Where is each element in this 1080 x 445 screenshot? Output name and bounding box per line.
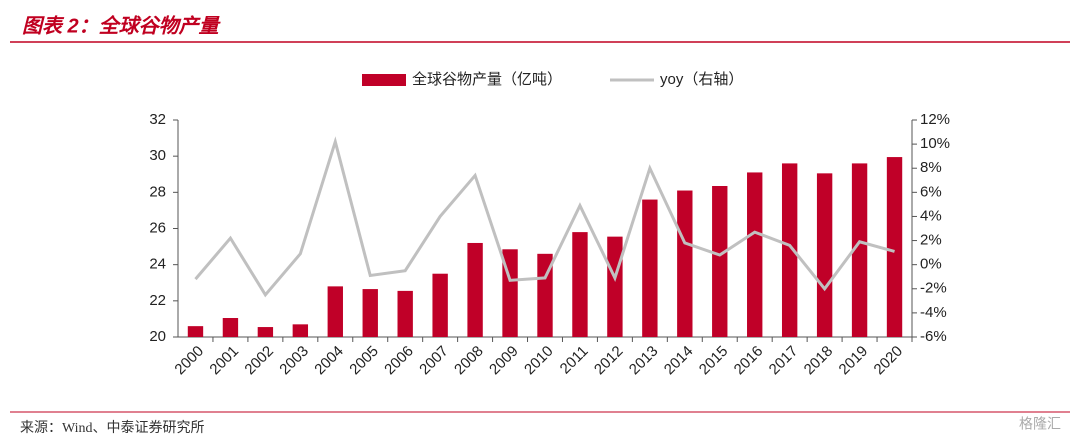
y2-tick-label: -2% bbox=[920, 280, 947, 297]
bar bbox=[222, 318, 239, 337]
y2-tick-label: 4% bbox=[920, 207, 942, 224]
y2-tick-label: 10% bbox=[920, 135, 950, 152]
x-tick-label: 2012 bbox=[591, 343, 627, 379]
bar bbox=[397, 290, 413, 337]
x-tick-label: 2018 bbox=[801, 343, 837, 379]
bar bbox=[362, 289, 378, 337]
x-tick-label: 2004 bbox=[311, 343, 347, 379]
y-tick-label: 24 bbox=[149, 256, 166, 273]
x-tick-label: 2005 bbox=[346, 343, 382, 379]
bar bbox=[781, 163, 798, 337]
x-tick-label: 2013 bbox=[626, 343, 662, 379]
y-tick-label: 30 bbox=[149, 147, 166, 164]
x-tick-label: 2019 bbox=[836, 343, 872, 379]
bar bbox=[467, 242, 483, 337]
x-tick-label: 2006 bbox=[381, 343, 417, 379]
x-tick-label: 2016 bbox=[731, 343, 767, 379]
y-tick-label: 22 bbox=[149, 292, 166, 309]
bar bbox=[327, 286, 343, 337]
y2-tick-label: 6% bbox=[920, 183, 942, 200]
y-tick-label: 20 bbox=[149, 328, 166, 345]
y2-tick-label: 0% bbox=[920, 256, 942, 273]
bar bbox=[572, 232, 588, 337]
y2-tick-label: -4% bbox=[920, 304, 947, 321]
x-tick-label: 2001 bbox=[206, 343, 242, 379]
y-tick-label: 28 bbox=[149, 183, 166, 200]
legend-swatch bbox=[362, 74, 406, 86]
bar bbox=[712, 186, 728, 337]
bar bbox=[432, 273, 448, 337]
line bbox=[194, 136, 895, 298]
y-tick-label: 32 bbox=[149, 111, 166, 128]
bar bbox=[292, 324, 309, 337]
bar bbox=[642, 199, 658, 337]
y2-tick-label: 12% bbox=[920, 111, 950, 128]
bar bbox=[816, 173, 833, 337]
bar bbox=[537, 253, 553, 337]
x-tick-label: 2008 bbox=[451, 343, 487, 379]
chart-title: 图表 2：全球谷物产量 bbox=[22, 14, 222, 37]
x-tick-label: 2017 bbox=[766, 343, 802, 379]
legend-label: 全球谷物产量（亿吨） bbox=[412, 70, 562, 88]
x-tick-label: 2009 bbox=[486, 343, 522, 379]
x-tick-label: 2000 bbox=[171, 343, 207, 379]
y2-tick-label: 8% bbox=[920, 159, 942, 176]
x-tick-label: 2002 bbox=[241, 343, 277, 379]
bar bbox=[886, 157, 903, 337]
y2-tick-label: -6% bbox=[920, 328, 947, 345]
bar bbox=[257, 327, 274, 337]
bar bbox=[851, 163, 868, 337]
source: 来源：Wind、中泰证券研究所 bbox=[20, 420, 205, 436]
bar bbox=[747, 172, 763, 337]
y2-tick-label: 2% bbox=[920, 232, 942, 249]
x-tick-label: 2010 bbox=[521, 343, 557, 379]
x-tick-label: 2020 bbox=[871, 343, 907, 379]
bar bbox=[187, 326, 204, 337]
x-tick-label: 2007 bbox=[416, 343, 452, 379]
bar bbox=[677, 190, 693, 337]
bar bbox=[607, 236, 623, 337]
x-tick-label: 2003 bbox=[276, 343, 312, 379]
legend-label: yoy（右轴） bbox=[660, 71, 743, 88]
watermark: 格隆汇 bbox=[1019, 416, 1061, 432]
y-tick-label: 26 bbox=[149, 219, 166, 236]
x-tick-label: 2011 bbox=[557, 343, 592, 378]
x-tick-label: 2015 bbox=[696, 343, 732, 379]
x-tick-label: 2014 bbox=[661, 343, 697, 379]
